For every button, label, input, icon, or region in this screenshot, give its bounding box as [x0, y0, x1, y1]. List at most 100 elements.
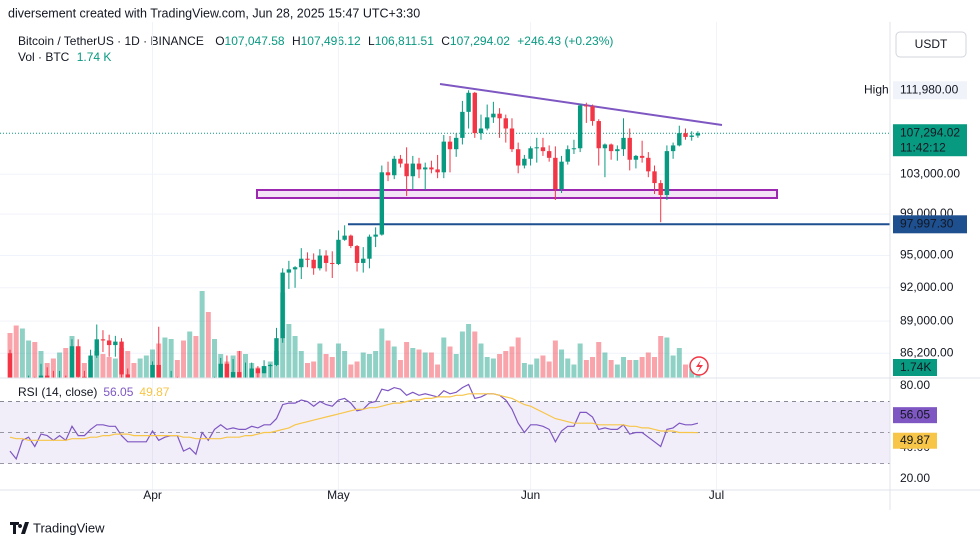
volume-bar [602, 352, 608, 378]
y-tick-label: 86,200.00 [900, 345, 954, 359]
candle-body [484, 117, 490, 129]
volume-bar [323, 354, 329, 378]
volume-bar [286, 324, 292, 378]
volume-bar [621, 357, 627, 378]
candle-body [677, 133, 682, 146]
rsi-band [0, 401, 890, 464]
volume-legend: Vol · BTC 1.74 K [18, 50, 111, 64]
volume-bar [682, 364, 688, 378]
volume-bar [565, 358, 571, 378]
candle-body [44, 375, 50, 378]
candle-body [553, 157, 558, 190]
candle-body [150, 364, 155, 378]
currency-button[interactable] [895, 31, 967, 58]
volume-box [893, 359, 937, 376]
volume-bar [397, 360, 403, 378]
candle-body [305, 258, 310, 260]
volume-bar [676, 348, 682, 378]
volume-bar [162, 337, 168, 378]
candle-body [584, 105, 589, 107]
candle-body [423, 167, 428, 170]
volume-label: 1.74K [900, 360, 931, 374]
rsi-tick-label: 80.00 [900, 378, 930, 392]
candle-body [88, 355, 93, 378]
candle-body [361, 258, 366, 263]
candle-body [664, 151, 670, 195]
rsi-value-box [893, 432, 937, 449]
candle-body [590, 106, 595, 122]
candle-body [652, 171, 657, 184]
rsi-line [9, 393, 698, 441]
volume-bar [106, 357, 112, 378]
ohlc-legend: Bitcoin / TetherUS · 1D · BINANCE O107,0… [18, 34, 613, 48]
volume-bar [583, 360, 589, 378]
rsi-value-box [893, 407, 937, 424]
candle-body [633, 155, 639, 160]
candle-body [453, 137, 459, 150]
volume-bar [373, 351, 379, 378]
currency[interactable]: USDT [915, 37, 948, 51]
volume-bar [212, 339, 218, 378]
volume-bar [490, 358, 496, 378]
volume-bar [552, 340, 558, 378]
volume-bar [342, 351, 348, 378]
volume-bar [193, 336, 199, 378]
candle-body [491, 113, 496, 118]
volume-bar [125, 351, 131, 378]
volume-bar [143, 355, 149, 378]
ohlc-value: 107,496.12 [301, 34, 361, 48]
candle-body [113, 341, 118, 346]
candle-body [565, 149, 570, 162]
volume-bar [100, 354, 106, 378]
candle-body [354, 246, 360, 263]
candle-body [559, 161, 564, 190]
candle-body [577, 105, 583, 149]
candle-body [646, 157, 651, 172]
volume-bar [689, 369, 695, 378]
volume-bar [292, 336, 298, 378]
volume-bar [478, 343, 484, 378]
y-tick-label: 92,000.00 [900, 280, 954, 294]
y-tick-label: 95,000.00 [900, 248, 954, 262]
volume-bar [441, 337, 447, 378]
volume-bar [503, 351, 509, 378]
volume-bar [13, 325, 19, 378]
volume-bar [484, 357, 490, 378]
candle-body [100, 339, 106, 341]
volume-bar [627, 360, 633, 378]
candle-body [447, 141, 453, 150]
volume-bar [19, 328, 25, 378]
volume-bar [422, 352, 428, 378]
candle-body [683, 133, 688, 137]
alert-icon[interactable] [689, 356, 709, 376]
x-tick-label: Apr [143, 488, 162, 502]
axis-labels: 86,200.0089,000.0092,000.0095,000.0099,0… [143, 81, 967, 502]
candle-body [466, 92, 471, 112]
volume-bar [385, 340, 391, 378]
change: +246.43 (+0.23%) [517, 34, 613, 48]
brand-name: TradingView [33, 520, 105, 535]
volume-bar [652, 357, 658, 378]
candle-body [342, 235, 347, 240]
volume-bar [298, 351, 304, 378]
volume-bar [304, 363, 310, 378]
volume-bar [57, 352, 63, 378]
volume-bar [81, 363, 87, 378]
volume-bar [354, 361, 360, 378]
candle-body [534, 147, 539, 149]
y-tick-label: 89,000.00 [900, 313, 954, 327]
volume-bar [360, 352, 366, 378]
candle-body [261, 366, 267, 374]
volume-bar [664, 337, 670, 378]
grid [0, 22, 890, 490]
y-tick-label: 103,000.00 [900, 166, 960, 180]
high-name: High [864, 82, 889, 96]
volume-bar [94, 351, 100, 378]
candle-body [106, 340, 112, 346]
candle-body [156, 364, 161, 378]
candle-body [286, 269, 292, 273]
volume-bar [311, 361, 317, 378]
volume-bar [174, 360, 180, 378]
volume-bar [63, 348, 69, 378]
